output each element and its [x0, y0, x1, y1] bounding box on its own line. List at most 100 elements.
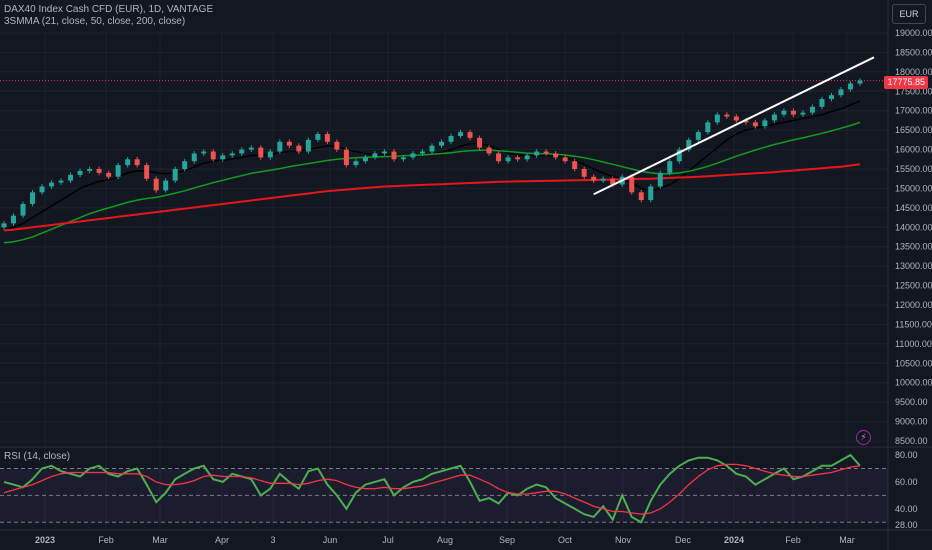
- trendline-segment: [593, 56, 875, 196]
- candle-body: [277, 141, 283, 152]
- x-tick-label: Feb: [98, 535, 114, 545]
- indicator-legend[interactable]: 3SMMA (21, close, 50, close, 200, close): [4, 16, 186, 27]
- currency-button[interactable]: EUR: [892, 4, 926, 24]
- candlestick-series: [1, 78, 863, 230]
- candle-body: [106, 172, 112, 177]
- candle-body: [857, 80, 863, 84]
- y-tick-label: 13000.00: [895, 261, 932, 271]
- candle-body: [686, 139, 692, 150]
- candle-body: [315, 134, 321, 140]
- y-tick-label: 9000.00: [895, 417, 928, 427]
- candle-body: [163, 180, 169, 191]
- candle-body: [125, 159, 131, 166]
- candle-body: [144, 165, 150, 179]
- y-tick-label: 8500.00: [895, 436, 928, 446]
- candle-body: [30, 192, 36, 204]
- candle-body: [68, 174, 74, 181]
- candle-body: [391, 151, 397, 160]
- candle-body: [486, 147, 492, 154]
- candle-body: [790, 110, 796, 115]
- symbol-legend[interactable]: DAX40 Index Cash CFD (EUR), 1D, VANTAGE: [4, 4, 214, 15]
- candle-body: [771, 114, 777, 121]
- candle-body: [458, 132, 464, 136]
- x-tick-label: Mar: [152, 535, 168, 545]
- rsi-tick-label: 80.00: [895, 450, 918, 460]
- candle-body: [87, 169, 93, 171]
- candle-body: [49, 182, 55, 187]
- y-tick-label: 16000.00: [895, 145, 932, 155]
- candle-body: [286, 141, 292, 146]
- candle-body: [115, 165, 121, 177]
- candle-body: [410, 153, 416, 158]
- candle-body: [629, 176, 635, 193]
- candle-body: [572, 161, 578, 169]
- candle-body: [448, 135, 454, 142]
- candle-body: [343, 149, 349, 166]
- candle-body: [248, 147, 254, 150]
- rsi-legend[interactable]: RSI (14, close): [4, 451, 71, 462]
- candle-body: [182, 161, 188, 169]
- y-tick-label: 18500.00: [895, 47, 932, 57]
- candle-body: [267, 151, 273, 158]
- trendline[interactable]: [593, 56, 875, 196]
- candle-body: [477, 137, 483, 148]
- candle-body: [724, 114, 730, 117]
- y-tick-label: 17000.00: [895, 106, 932, 116]
- candle-body: [210, 151, 216, 160]
- candle-body: [800, 112, 806, 115]
- y-axis-labels: 19000.00 18500.00 18000.00 17500.00 17000.00…: [895, 28, 932, 530]
- candle-body: [467, 132, 473, 138]
- candle-body: [11, 215, 17, 224]
- y-tick-label: 15000.00: [895, 183, 932, 193]
- y-tick-label: 18000.00: [895, 67, 932, 77]
- candle-body: [229, 153, 235, 156]
- candle-body: [648, 186, 654, 201]
- y-tick-label: 19000.00: [895, 28, 932, 38]
- candle-body: [714, 114, 720, 123]
- candle-body: [153, 178, 159, 191]
- candle-body: [419, 151, 425, 154]
- candle-body: [77, 170, 83, 175]
- candle-body: [610, 178, 616, 185]
- moving-average-lines: [3, 100, 861, 244]
- candle-body: [505, 157, 511, 162]
- x-tick-label: Feb: [785, 535, 801, 545]
- candle-body: [695, 132, 701, 140]
- candle-body: [191, 153, 197, 162]
- lightning-bolt-icon[interactable]: ⚡: [856, 430, 871, 445]
- candle-body: [524, 155, 530, 160]
- candle-body: [515, 157, 521, 160]
- rsi-tick-label: 60.00: [895, 477, 918, 487]
- rsi-bands: [0, 467, 888, 523]
- candle-body: [743, 120, 749, 123]
- candle-body: [381, 151, 387, 154]
- candle-body: [809, 106, 815, 113]
- y-tick-label: 16500.00: [895, 125, 932, 135]
- y-tick-label: 9500.00: [895, 397, 928, 407]
- candle-body: [172, 169, 178, 181]
- y-tick-label: 15500.00: [895, 164, 932, 174]
- y-tick-label: 14500.00: [895, 203, 932, 213]
- ma-200-line: [3, 163, 861, 232]
- y-tick-label: 14000.00: [895, 222, 932, 232]
- candle-body: [96, 169, 102, 173]
- y-tick-label: 11500.00: [895, 319, 932, 329]
- candle-body: [838, 89, 844, 96]
- rsi-line: [3, 453, 861, 524]
- rsi-tick-label: 28.00: [895, 520, 918, 530]
- candle-body: [553, 153, 559, 158]
- candle-body: [372, 153, 378, 158]
- y-tick-label: 12500.00: [895, 281, 932, 291]
- candle-body: [353, 161, 359, 166]
- candle-body: [638, 192, 644, 201]
- candle-body: [581, 169, 587, 177]
- candle-body: [429, 145, 435, 152]
- candle-body: [543, 151, 549, 154]
- candle-body: [1, 223, 7, 228]
- candle-body: [676, 149, 682, 162]
- candle-body: [400, 157, 406, 160]
- ma-50-line: [3, 121, 861, 244]
- candle-body: [600, 178, 606, 181]
